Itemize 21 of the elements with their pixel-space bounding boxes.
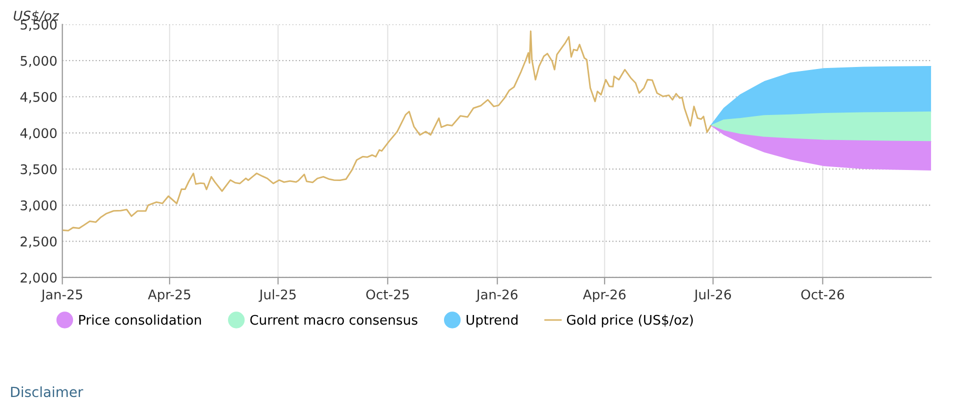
x-tick-label: Oct-25: [366, 289, 409, 300]
x-tick-label: Jul-26: [694, 289, 731, 302]
x-tick-label: Apr-26: [582, 289, 626, 302]
x-tick-label: Jan-25: [40, 289, 82, 302]
legend-label: Price consolidation: [79, 314, 201, 325]
y-tick-label: 3,500: [20, 164, 57, 176]
y-tick-label: 4,500: [20, 92, 57, 104]
y-tick-label: 3,000: [20, 200, 57, 212]
legend-label: Gold price (US$/oz): [566, 314, 693, 328]
legend-label: Current macro consensus: [250, 314, 418, 325]
x-tick-label: Apr-25: [148, 289, 190, 302]
y-tick-label: 4,000: [20, 128, 57, 140]
y-tick-label: 5,000: [20, 56, 57, 68]
legend-label: Uptrend: [466, 314, 518, 328]
y-tick-label: 2,000: [20, 272, 57, 284]
x-tick-label: Jan-26: [476, 289, 518, 302]
text: Disclaimer: [11, 386, 84, 398]
x-tick-label: Oct-26: [801, 289, 844, 300]
y-tick-label: 2,500: [20, 236, 57, 248]
x-tick-label: Jul-25: [258, 289, 296, 302]
line-series: [62, 30, 712, 232]
